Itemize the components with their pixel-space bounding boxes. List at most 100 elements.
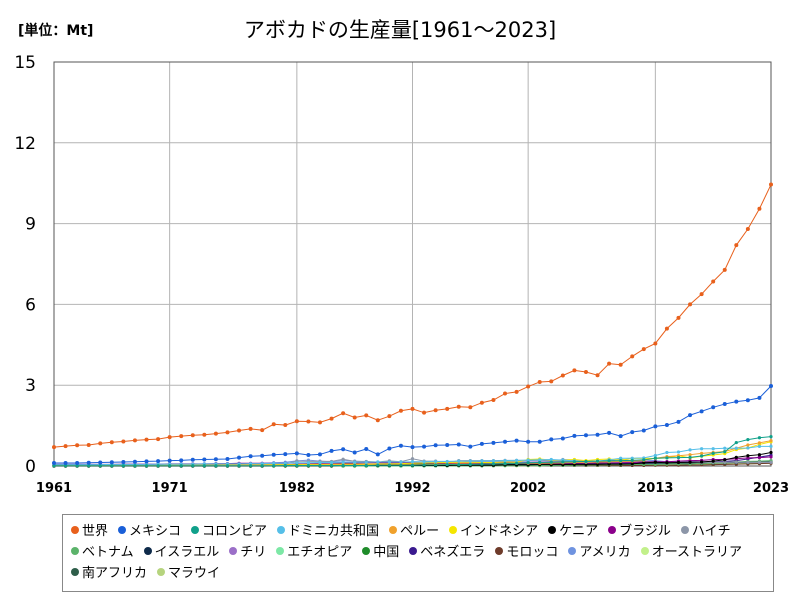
data-point [561,460,565,464]
data-point [456,442,461,447]
data-point [272,464,276,468]
data-point [526,461,530,465]
data-point [618,434,623,439]
data-point [549,437,554,442]
data-point [75,443,80,448]
data-point [688,302,693,307]
chart-title: アボカドの生産量[1961～2023] [243,18,557,42]
legend-label: アメリカ [579,545,631,560]
data-point [329,463,334,468]
legend-marker [71,525,79,534]
data-point [179,458,184,463]
data-point [422,463,426,467]
data-point [213,457,218,462]
data-point [722,267,727,272]
legend-label: 南アフリカ [82,566,148,581]
data-point [665,450,669,455]
data-point [734,446,738,450]
data-point [237,428,242,433]
data-point [306,463,311,468]
data-point [329,416,334,421]
legend-item: イスラエル [143,540,220,561]
data-point [248,464,253,468]
data-point [202,432,207,437]
data-point [526,384,531,389]
data-point [410,457,415,461]
data-point [422,410,427,415]
data-point [538,458,542,462]
legend-label: 世界 [82,524,109,539]
data-point [167,435,172,440]
data-point [526,439,531,444]
data-point [225,464,230,468]
data-point [190,433,195,438]
legend-label: エチオピア [287,545,353,560]
data-point [769,384,773,389]
data-point [272,461,276,465]
grid-lines [53,61,772,467]
data-point [398,408,403,413]
legend-marker [71,546,79,555]
legend-item: チリ [229,540,266,561]
legend-marker [229,546,238,555]
legend-marker [449,525,458,534]
data-point [445,406,450,411]
data-point [607,462,611,466]
data-point [144,464,149,468]
data-point [271,422,276,427]
data-point [52,461,56,466]
data-point [769,435,773,439]
data-point [583,433,588,438]
legend-item: モロッコ [495,540,558,561]
data-point [433,408,438,413]
data-point [213,431,218,436]
data-point [688,460,692,464]
data-point [434,463,438,467]
legend-item: ペルー [389,519,439,540]
data-point [630,430,635,435]
data-point [433,443,438,448]
legend-marker [157,567,166,576]
legend-label: ブラジル [619,524,671,539]
data-point [664,423,669,428]
x-tick-label: 1971 [152,481,188,496]
data-point [549,379,554,384]
data-point [387,414,392,419]
data-point [757,441,762,445]
data-point [757,460,762,464]
data-point [560,436,565,441]
data-point [341,463,345,468]
legend-label: ドミニカ共和国 [288,524,380,539]
data-point [479,400,484,405]
data-point [503,391,508,396]
data-point [445,463,449,467]
data-point [352,450,357,455]
legend-label: イスラエル [154,545,220,560]
legend-marker [118,525,127,534]
y-tick-label: 9 [25,215,36,235]
data-point [665,461,669,465]
data-point [52,464,56,468]
data-point [260,428,265,433]
data-point [225,456,230,461]
data-point [144,437,149,442]
legend-item: ベネズエラ [409,540,485,561]
data-point [711,451,715,455]
legend-marker [277,525,286,534]
data-point [746,446,750,450]
data-point [503,461,507,466]
data-point [352,415,357,420]
data-point [757,453,762,457]
legend-marker [608,525,617,534]
data-point [757,395,762,400]
data-point [711,405,716,410]
data-point [248,426,253,431]
x-tick-label: 1961 [36,481,72,496]
legend-marker [276,546,285,555]
data-point [387,446,392,451]
data-point [457,463,461,467]
data-point [445,442,450,447]
data-point [179,434,184,439]
data-point [595,459,600,463]
data-point [734,440,738,445]
